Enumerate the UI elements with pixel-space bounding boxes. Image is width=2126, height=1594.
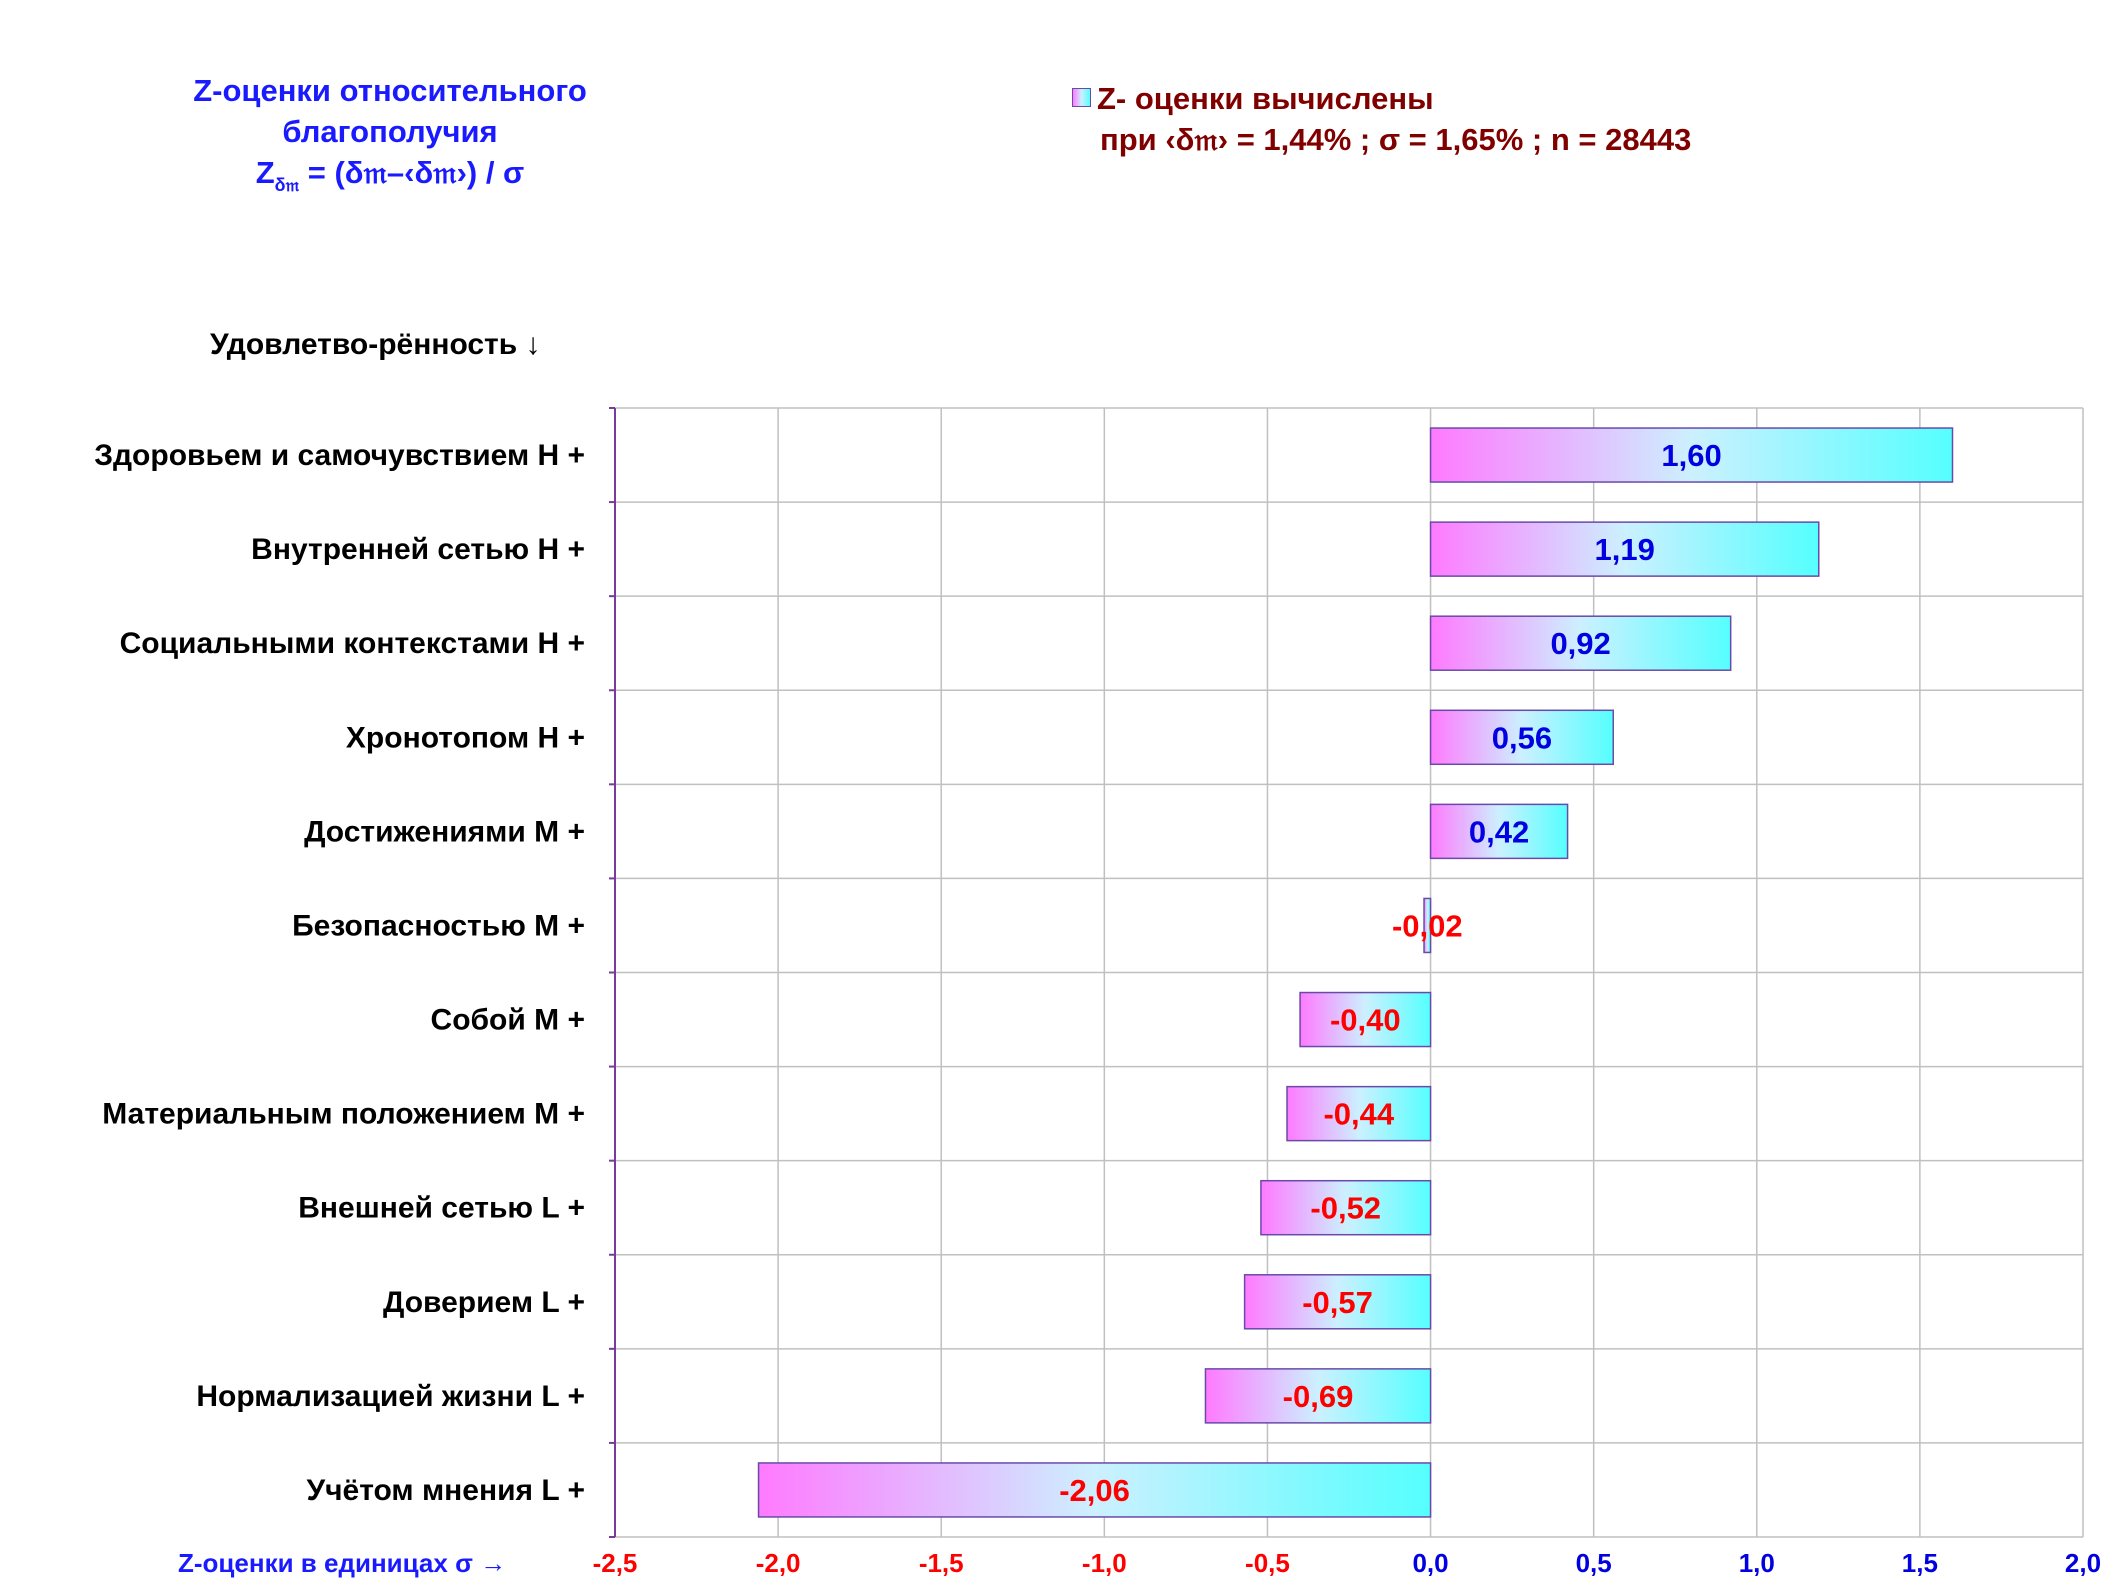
category-layer: Здоровьем и самочувствием Н + Внутренней … [94, 439, 585, 1507]
bar-layer [757, 427, 1954, 1518]
chart-title: Z-оценки относительного благополучия Zδ𝔪… [130, 70, 650, 206]
legend-text-1: Z- оценки вычислены [1097, 81, 1434, 116]
label-layer: 1,60 1,19 0,92 0,56 0,42 -0,02 -0,40 -0,44 -0,52… [1059, 438, 1721, 1508]
x-tick-label: 1,0 [1739, 1548, 1775, 1578]
formula-subscript: δ𝔪 [274, 175, 300, 195]
bar [757, 1462, 1432, 1518]
data-label: 0,42 [1469, 814, 1529, 849]
data-label: -0,52 [1310, 1191, 1381, 1226]
formula-rest: = (δ𝔪–‹δ𝔪›) / σ [299, 155, 525, 190]
bar [1429, 803, 1569, 860]
bar [1429, 709, 1614, 766]
chart-title-line1: Z-оценки относительного [193, 73, 587, 108]
y-axis-header: Удовлетво-рённость ↓ [210, 328, 541, 361]
x-tick-label: 1,5 [1902, 1548, 1938, 1578]
category-label: Учётом мнения L + [306, 1474, 585, 1507]
category-label: Доверием L + [383, 1286, 585, 1319]
bar [1204, 1368, 1432, 1424]
legend-line1: Z- оценки вычислены [1072, 78, 1691, 119]
x-tick-label: -2,0 [756, 1548, 801, 1578]
category-label: Социальными контекстами Н + [120, 627, 585, 660]
category-label: Безопасностью М + [292, 909, 585, 942]
x-tick-label: 0,0 [1412, 1548, 1448, 1578]
chart-legend: Z- оценки вычислены при ‹δ𝔪› = 1,44% ; σ… [1072, 78, 1691, 160]
category-label: Внешней сетью L + [298, 1192, 585, 1225]
formula-z: Z [255, 155, 275, 190]
x-tick-label: -1,0 [1082, 1548, 1127, 1578]
data-label: -0,40 [1330, 1003, 1401, 1038]
bar [1260, 1179, 1432, 1236]
data-label: -0,57 [1302, 1285, 1373, 1320]
data-label: -0,02 [1392, 908, 1463, 943]
category-label: Достижениями М + [304, 815, 585, 848]
data-label: 0,92 [1550, 626, 1610, 661]
data-label: 0,56 [1492, 720, 1552, 755]
bar [1423, 897, 1432, 954]
category-label: Нормализацией жизни L + [196, 1380, 585, 1413]
x-tick-label: -2,5 [593, 1548, 638, 1578]
tick-layer: -2,5 -2,0 -1,5 -1,0 -0,5 0,0 0,5 1,0 1,5 2,0 [593, 1548, 2101, 1578]
x-tick-label: 2,0 [2065, 1548, 2101, 1578]
data-label: -2,06 [1059, 1473, 1130, 1508]
category-label: Хронотопом Н + [346, 721, 585, 754]
data-label: -0,44 [1323, 1097, 1394, 1132]
bar [1243, 1274, 1432, 1330]
x-tick-label: -1,5 [919, 1548, 964, 1578]
category-label: Собой М + [431, 1004, 585, 1037]
category-label: Здоровьем и самочувствием Н + [94, 439, 585, 472]
category-label: Материальным положением М + [102, 1098, 585, 1131]
chart-title-formula: Zδ𝔪 = (δ𝔪–‹δ𝔪›) / σ [130, 152, 650, 206]
data-label: 1,19 [1594, 532, 1654, 567]
x-tick-label: -0,5 [1245, 1548, 1290, 1578]
x-tick-label: 0,5 [1576, 1548, 1612, 1578]
legend-swatch [1072, 88, 1091, 107]
bar [1429, 521, 1820, 577]
category-label: Внутренней сетью Н + [251, 533, 585, 566]
bar [1286, 1085, 1432, 1142]
chart-title-line2: благополучия [282, 114, 498, 149]
bar [1299, 991, 1432, 1048]
bar [1429, 427, 1954, 483]
data-label: -0,69 [1283, 1379, 1354, 1414]
legend-line2: при ‹δ𝔪› = 1,44% ; σ = 1,65% ; n = 28443 [1100, 122, 1692, 157]
x-axis-label: Z-оценки в единицах σ → [178, 1548, 507, 1578]
data-label: 1,60 [1661, 438, 1721, 473]
grid-layer [609, 407, 2084, 1538]
bar [1429, 615, 1732, 671]
